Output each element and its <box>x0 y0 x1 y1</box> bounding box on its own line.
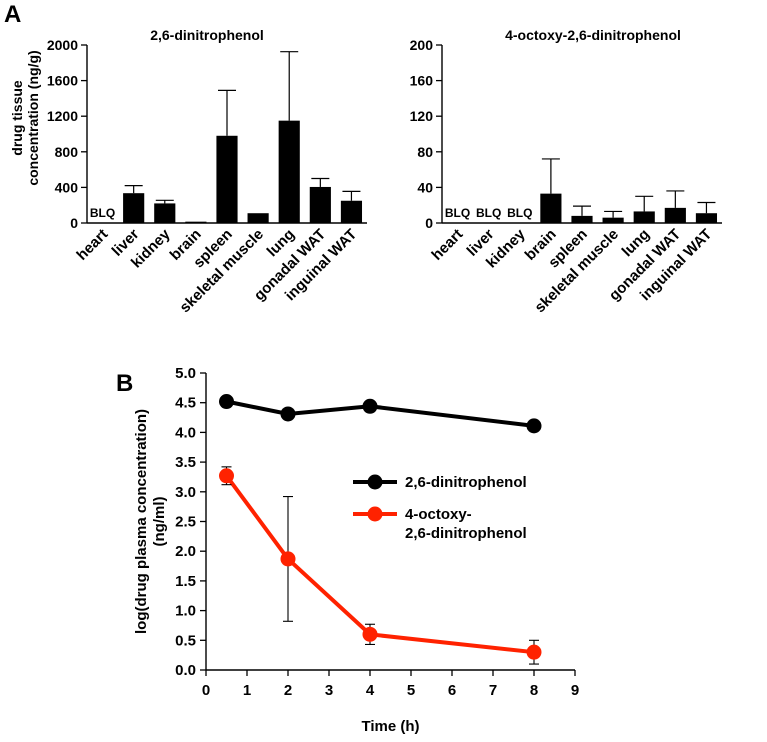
plasma-xlabel: Time (h) <box>361 718 419 735</box>
octoxy-xtick-label: heart <box>428 226 466 264</box>
dnp-ytick-label: 1200 <box>47 108 78 124</box>
octoxy-ytick-label: 200 <box>410 37 434 53</box>
octoxy-ytick-label: 160 <box>410 73 434 89</box>
plasma-ylabel-line1: log(drug plasma concentration) <box>133 409 150 634</box>
plasma-xtick-label: 8 <box>530 682 538 699</box>
dnp-title: 2,6-dinitrophenol <box>150 27 264 43</box>
plasma-xtick-label: 7 <box>489 682 497 699</box>
plasma-xtick-label: 5 <box>407 682 415 699</box>
plasma-ytick-label: 3.0 <box>175 484 196 501</box>
octoxy-ytick-label: 120 <box>410 108 434 124</box>
panel-label-a: A <box>4 1 21 28</box>
plasma-point <box>219 394 234 410</box>
plasma-ytick-label: 0.5 <box>175 632 196 649</box>
dnp-bar <box>123 193 145 223</box>
octoxy-annotation: BLQ <box>445 206 470 220</box>
dnp-bar <box>216 135 238 223</box>
plasma-ytick-label: 5.0 <box>175 365 196 382</box>
dnp-bar <box>278 120 300 223</box>
plasma-xtick-label: 0 <box>202 682 210 699</box>
plasma-legend-label: 2,6-dinitrophenol <box>405 525 527 542</box>
plasma-xtick-label: 9 <box>571 682 579 699</box>
octoxy-bar <box>695 213 718 223</box>
dnp-ytick-label: 1600 <box>47 73 78 89</box>
plasma-point <box>362 626 378 642</box>
dnp-ytick-label: 2000 <box>47 37 78 53</box>
plasma-ytick-label: 4.5 <box>175 395 196 412</box>
plasma-ytick-label: 2.5 <box>175 514 196 531</box>
plasma-xtick-label: 1 <box>243 682 251 699</box>
octoxy-bar <box>540 193 562 223</box>
dnp-bar <box>154 203 176 223</box>
plasma-ytick-label: 1.0 <box>175 603 196 620</box>
plasma-series-line-1 <box>224 474 535 655</box>
octoxy-title: 4-octoxy-2,6-dinitrophenol <box>505 27 681 43</box>
plasma-point <box>526 418 542 434</box>
plasma-ytick-label: 3.5 <box>175 454 196 471</box>
octoxy-ytick-label: 80 <box>417 144 433 160</box>
dnp-ytick-label: 400 <box>55 179 79 195</box>
octoxy-annotation: BLQ <box>476 206 501 220</box>
bar-chart-ylabel-line2: concentration (ng/g) <box>25 50 41 185</box>
plasma-legend-label: 2,6-dinitrophenol <box>405 474 527 491</box>
plasma-point <box>526 644 542 660</box>
plasma-ytick-label: 0.0 <box>175 662 196 679</box>
dnp-bar <box>340 200 363 223</box>
panel-label-b: B <box>116 370 133 397</box>
plasma-legend-label: 4-octoxy- <box>405 506 472 523</box>
octoxy-ytick-label: 0 <box>425 215 433 231</box>
octoxy-ytick-label: 40 <box>417 179 433 195</box>
plasma-ytick-label: 1.5 <box>175 573 196 590</box>
plasma-legend-marker <box>367 506 383 522</box>
plasma-legend-marker <box>367 474 383 490</box>
plasma-xtick-label: 6 <box>448 682 456 699</box>
bar-chart-ylabel-line1: drug tissue <box>9 80 25 156</box>
octoxy-bar <box>633 211 655 223</box>
plasma-point <box>362 398 378 414</box>
plasma-ylabel: log(drug plasma concentration) (ng/ml) <box>133 409 168 634</box>
plasma-series-line-0 <box>226 399 535 428</box>
octoxy-annotation: BLQ <box>507 206 532 220</box>
octoxy-bar <box>571 215 593 223</box>
dnp-bar <box>309 186 331 223</box>
plasma-point <box>280 551 296 567</box>
line-chart-plasma: 0.0 0.5 1.0 1.5 2.0 2.5 3.0 3.5 4.0 4.5 5.0 0 1 2 3 4 5 6… <box>133 365 579 735</box>
bar-chart-octoxy: 4-octoxy-2,6-dinitrophenol 0 40 80 120 160 200… <box>410 27 722 316</box>
plasma-xtick-label: 4 <box>366 682 375 699</box>
octoxy-bar <box>602 217 624 223</box>
plasma-ytick-label: 2.0 <box>175 543 196 560</box>
plasma-xtick-label: 3 <box>325 682 333 699</box>
octoxy-bar <box>664 207 686 223</box>
plasma-ylabel-line2: (ng/ml) <box>151 497 168 547</box>
dnp-ytick-label: 0 <box>70 215 78 231</box>
dnp-annotation: BLQ <box>90 206 115 220</box>
dnp-bar <box>247 213 269 223</box>
plasma-xtick-label: 2 <box>284 682 292 699</box>
plasma-point <box>219 468 234 484</box>
plasma-ytick-label: 4.0 <box>175 424 196 441</box>
plasma-point <box>280 406 296 422</box>
dnp-xtick-label: heart <box>73 226 111 264</box>
dnp-ytick-label: 800 <box>55 144 79 160</box>
bar-chart-dnp: 2,6-dinitrophenol 0 400 800 1200 1600 2000 BLQ h… <box>47 27 367 316</box>
bar-chart-left-ylabel: drug tissue concentration (ng/g) <box>9 50 41 185</box>
